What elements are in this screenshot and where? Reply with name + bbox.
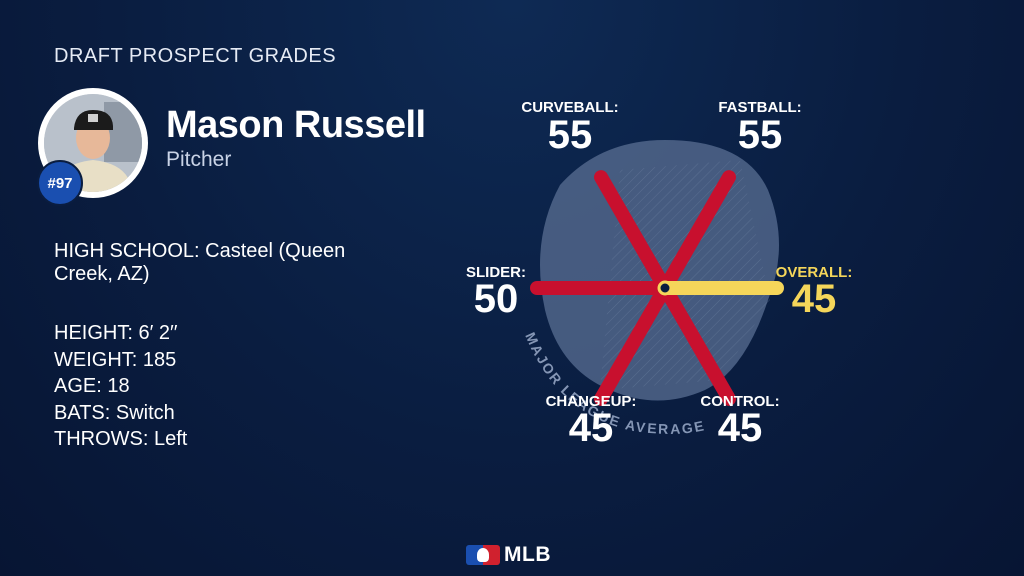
player-stats: HEIGHT: 6′ 2′′ WEIGHT: 185 AGE: 18 BATS:…	[54, 320, 187, 453]
grade-value-curveball: 55	[548, 113, 593, 157]
grade-labels: FASTBALL:55CURVEBALL:55SLIDER:50CHANGEUP…	[466, 99, 852, 450]
grade-value-fastball: 55	[738, 113, 783, 157]
grade-line-control	[658, 281, 736, 406]
player-position: Pitcher	[166, 148, 232, 171]
weight-stat: WEIGHT: 185	[54, 348, 177, 371]
high-school-info: HIGH SCHOOL: Casteel (Queen Creek, AZ)	[54, 240, 346, 285]
grade-line-changeup	[594, 281, 672, 406]
age-stat: AGE: 18	[54, 375, 130, 397]
grade-label-slider: SLIDER:	[466, 264, 526, 281]
grade-label-fastball: FASTBALL:	[718, 99, 801, 116]
grade-lines	[530, 170, 784, 406]
grade-value-control: 45	[718, 406, 763, 450]
page-title: DRAFT PROSPECT GRADES	[54, 45, 337, 67]
grade-line-fastball	[658, 170, 736, 295]
grade-label-overall: OVERALL:	[776, 264, 853, 281]
bats-stat: BATS: Switch	[54, 401, 175, 424]
draft-rank-badge: #97	[37, 160, 83, 206]
grade-label-changeup: CHANGEUP:	[546, 393, 637, 410]
throws-stat: THROWS: Left	[54, 428, 188, 450]
player-name: Mason Russell	[166, 104, 426, 146]
grade-label-curveball: CURVEBALL:	[521, 99, 618, 116]
mlb-logo-text: MLB	[504, 543, 551, 566]
chart-center	[657, 280, 673, 296]
grade-label-control: CONTROL:	[700, 393, 779, 410]
grades-chart: MAJOR LEAGUE AVERAGE FASTBALL:55CURVEBAL…	[466, 99, 852, 450]
grade-value-slider: 50	[474, 277, 519, 321]
mlb-logo-icon	[466, 545, 500, 565]
grade-line-curveball	[594, 170, 672, 295]
mlb-logo: MLB	[466, 543, 551, 567]
height-stat: HEIGHT: 6′ 2′′	[54, 322, 178, 344]
grade-value-changeup: 45	[569, 406, 614, 450]
grade-value-overall: 45	[792, 277, 837, 321]
